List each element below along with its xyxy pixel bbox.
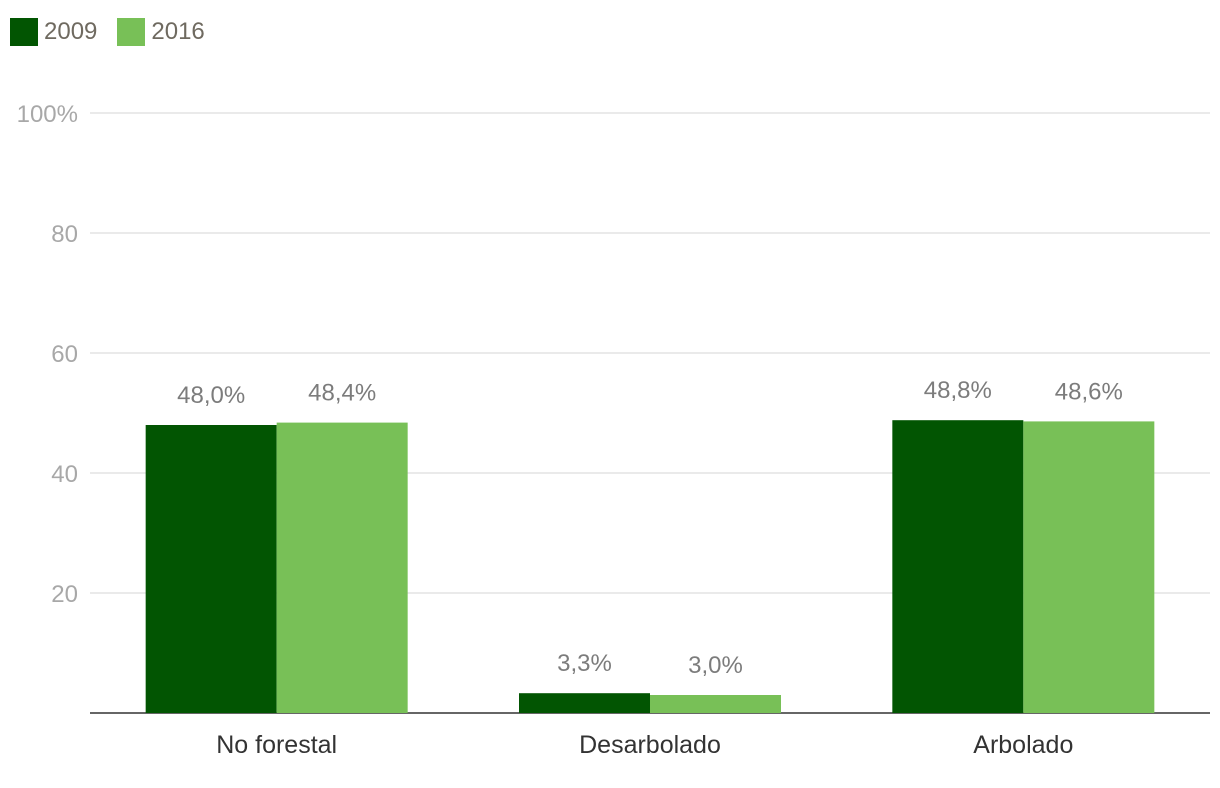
y-tick-label: 60 [51,341,78,368]
legend-swatch-2009 [10,18,38,46]
legend-item-2009: 2009 [10,18,97,46]
legend-item-2016: 2016 [117,18,205,46]
data-label: 3,0% [688,652,743,679]
legend-label-2009: 2009 [44,18,98,45]
x-tick-label: Arbolado [973,731,1073,759]
x-tick-label: No forestal [216,731,337,759]
bar [650,695,781,713]
bar [276,422,408,713]
bar [145,425,277,713]
data-label: 48,0% [177,382,245,409]
x-tick-label: Desarbolado [579,731,721,759]
bar [1023,421,1155,713]
y-tick-label: 80 [51,221,78,248]
data-label: 3,3% [557,650,612,677]
y-tick-label: 100% [17,101,78,128]
bar [519,693,650,713]
legend-swatch-2016 [117,18,146,46]
data-label: 48,8% [924,377,992,404]
y-tick-label: 40 [51,461,78,488]
y-tick-label: 20 [51,581,78,608]
data-label: 48,6% [1055,378,1123,405]
legend-label-2016: 2016 [151,18,205,45]
bar [892,420,1024,713]
data-label: 48,4% [308,380,376,407]
legend: 2009 2016 [10,18,225,46]
